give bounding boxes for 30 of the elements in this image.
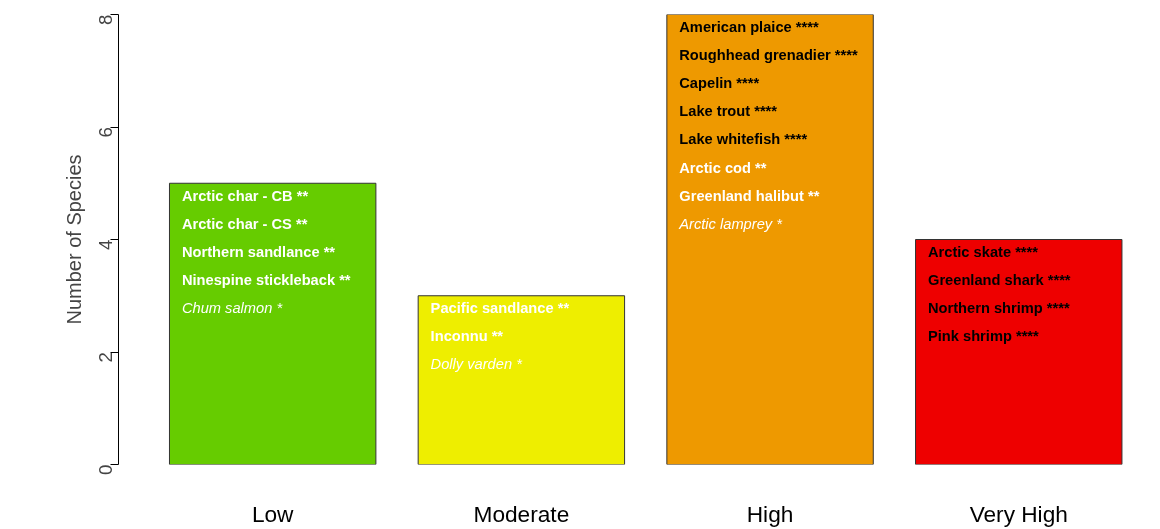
annotation: Arctic lamprey * — [678, 215, 784, 232]
annotation: Pacific sandlance ** — [430, 300, 570, 317]
annotation: Arctic cod ** — [679, 159, 767, 176]
annotation: Lake whitefish **** — [679, 131, 808, 148]
annotation: Northern sandlance ** — [181, 243, 336, 260]
annotation: Arctic skate **** — [927, 243, 1039, 260]
annotation: Ninespine stickleback ** — [181, 272, 351, 288]
annotation: Pink shrimp **** — [927, 328, 1040, 345]
y-axis-title: Number of Species — [62, 154, 85, 325]
annotation: Greenland shark **** — [927, 272, 1071, 288]
annotation: American plaice **** — [679, 18, 819, 35]
annotation: Arctic char - CS ** — [181, 215, 308, 232]
annotation: Dolly varden * — [430, 356, 524, 373]
annotation: Lake trout **** — [679, 103, 778, 120]
x-tick-label: High — [746, 500, 794, 527]
y-tick-label: 2 — [95, 351, 116, 363]
y-tick-label: 6 — [95, 126, 116, 138]
x-tick-label: Moderate — [473, 500, 570, 527]
annotation: Capelin **** — [679, 75, 760, 92]
annotation: Greenland halibut ** — [679, 187, 820, 204]
x-tick-label: Low — [251, 500, 295, 527]
y-tick-label: 8 — [95, 14, 116, 25]
annotation: Arctic char - CB ** — [181, 187, 309, 204]
annotation: Northern shrimp **** — [927, 300, 1070, 317]
annotation: Roughhead grenadier **** — [679, 47, 858, 63]
annotation: Chum salmon * — [181, 300, 284, 317]
y-tick-label: 4 — [95, 239, 116, 250]
annotation: Inconnu ** — [430, 328, 504, 345]
x-tick-label: Very High — [969, 500, 1068, 527]
y-tick-label: 0 — [95, 464, 116, 475]
